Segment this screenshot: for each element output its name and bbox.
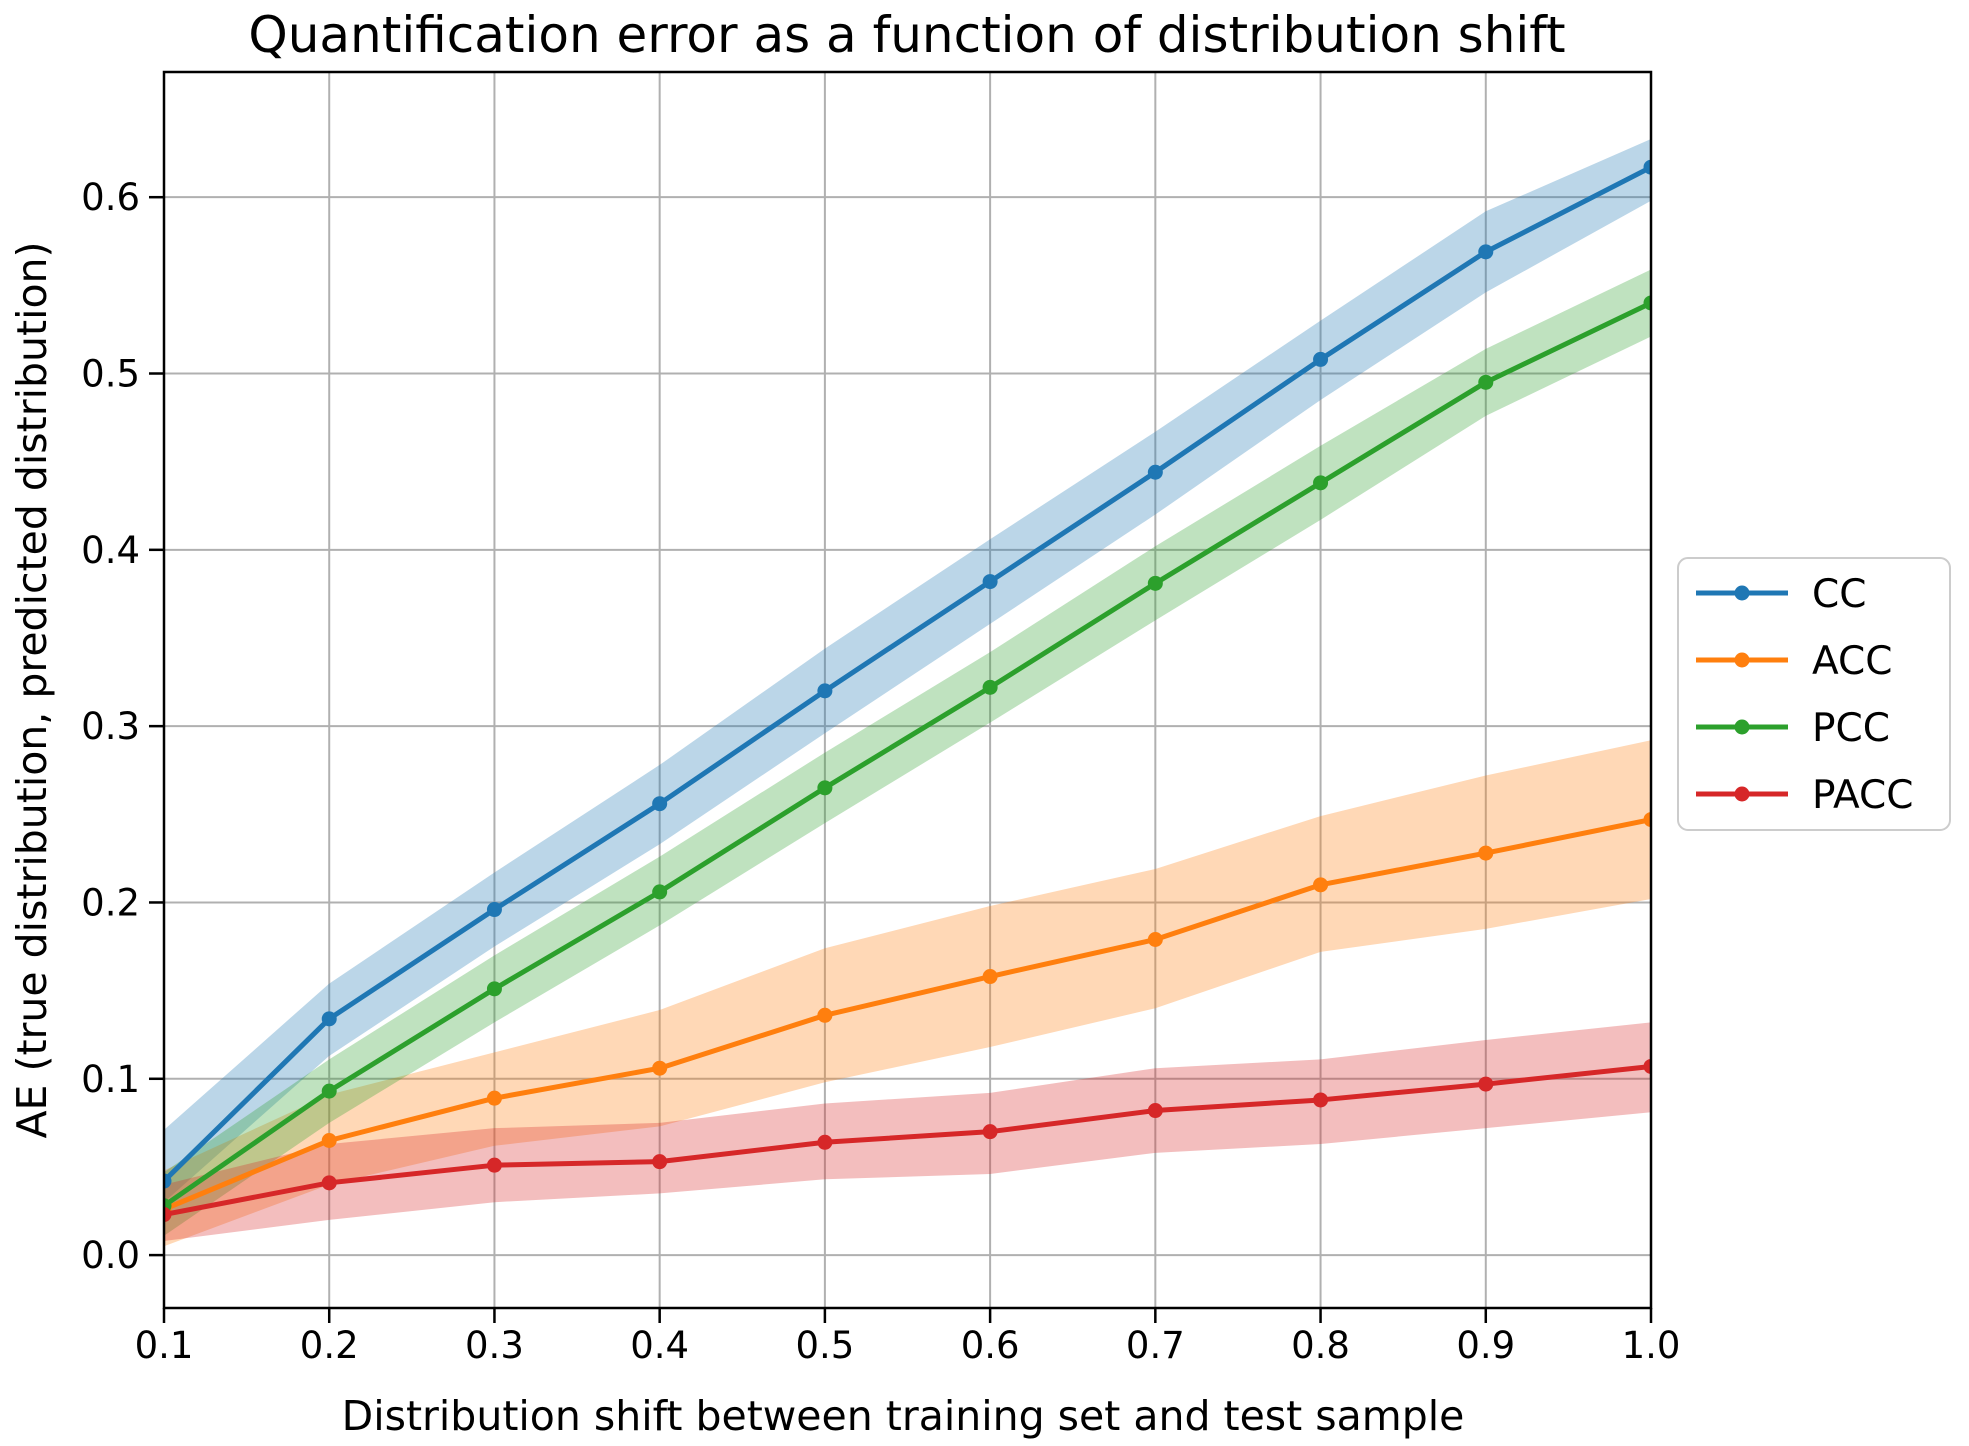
legend-label: PCC [1812,706,1890,751]
data-point-PACC [1643,1058,1651,1074]
data-point-PACC [321,1175,337,1191]
legend: CC ACC PCC PACC [1677,557,1951,831]
confidence-bands [164,139,1651,1247]
data-point-PACC [652,1154,668,1170]
y-tick-label: 0.0 [81,1234,140,1277]
legend-item-PACC: PACC [1696,773,1913,818]
data-point-CC [1643,159,1651,175]
y-tick-label: 0.3 [81,705,140,748]
y-tick-label: 0.5 [81,353,140,396]
legend-label: CC [1812,572,1866,617]
legend-label: PACC [1812,773,1913,818]
confidence-band-CC [164,139,1651,1203]
y-tick-label: 0.1 [81,1058,140,1101]
data-point-ACC [652,1060,668,1076]
data-point-ACC [321,1132,337,1148]
x-tick-label: 0.6 [961,1324,1020,1367]
legend-item-CC: CC [1696,572,1866,617]
data-point-ACC [486,1090,502,1106]
data-point-CC [1313,351,1329,367]
legend-marker-sample [1734,652,1750,668]
x-tick-label: 1.0 [1622,1324,1681,1367]
y-tick-label: 0.2 [81,881,140,924]
x-axis-label: Distribution shift between training set … [342,1392,1465,1440]
series-CC [164,159,1651,1189]
x-tick-label: 0.8 [1291,1324,1350,1367]
data-point-CC [164,1173,172,1189]
series-line-ACC [164,817,1651,1212]
data-point-PCC [982,679,998,695]
data-point-PACC [486,1157,502,1173]
data-point-PACC [1478,1076,1494,1092]
data-point-ACC [1478,845,1494,861]
data-point-PCC [486,981,502,997]
data-point-CC [486,902,502,918]
data-point-PCC [1313,475,1329,491]
data-point-PCC [1643,295,1651,311]
data-point-CC [321,1011,337,1027]
data-point-PCC [321,1083,337,1099]
data-point-PACC [982,1124,998,1140]
y-tick-label: 0.4 [81,529,140,572]
x-tick-label: 0.2 [300,1324,359,1367]
y-tick-labels: 0.0 0.1 0.2 0.3 0.4 0.5 0.6 [81,176,140,1277]
data-point-CC [817,683,833,699]
data-point-ACC [1643,812,1651,828]
confidence-band-PCC [164,269,1651,1236]
data-point-ACC [1147,931,1163,947]
legend-box [1677,557,1951,831]
legend-marker-sample [1734,719,1750,735]
data-point-PCC [1147,575,1163,591]
legend-item-PCC: PCC [1696,706,1890,751]
data-point-CC [1478,244,1494,260]
axis-ticks [149,195,1653,1323]
data-point-ACC [982,969,998,985]
data-point-ACC [1313,877,1329,893]
data-point-PACC [817,1134,833,1150]
confidence-band-PACC [164,1022,1651,1241]
legend-marker-sample [1734,585,1750,601]
confidence-band-ACC [164,740,1651,1247]
data-point-PACC [1313,1092,1329,1108]
legend-item-ACC: ACC [1696,639,1892,684]
series-lines [164,159,1651,1223]
y-tick-label: 0.6 [81,176,140,219]
x-tick-label: 0.7 [1126,1324,1185,1367]
data-point-CC [982,574,998,590]
x-tick-label: 0.1 [135,1324,194,1367]
x-tick-label: 0.3 [465,1324,524,1367]
x-tick-labels: 0.1 0.2 0.3 0.4 0.5 0.6 0.7 0.8 0.9 1.0 [135,1324,1681,1367]
plot-border [162,70,1653,1310]
data-point-PCC [1478,374,1494,390]
data-point-PACC [164,1207,172,1223]
data-point-PCC [652,884,668,900]
legend-marker-sample [1734,786,1750,802]
series-line-CC [164,164,1651,1184]
data-point-CC [652,796,668,812]
data-point-ACC [817,1007,833,1023]
y-axis-label: AE (true distribution, predicted distrib… [8,241,56,1138]
series-line-PACC [164,1063,1651,1218]
chart-title: Quantification error as a function of di… [248,6,1565,64]
series-line-PCC [164,300,1651,1209]
series-PCC [164,295,1651,1214]
data-point-CC [1147,464,1163,480]
x-tick-label: 0.5 [795,1324,854,1367]
series-PACC [164,1058,1651,1223]
x-tick-label: 0.9 [1456,1324,1515,1367]
legend-label: ACC [1812,639,1892,684]
data-point-PCC [817,780,833,796]
x-tick-label: 0.4 [630,1324,689,1367]
data-point-PACC [1147,1103,1163,1119]
